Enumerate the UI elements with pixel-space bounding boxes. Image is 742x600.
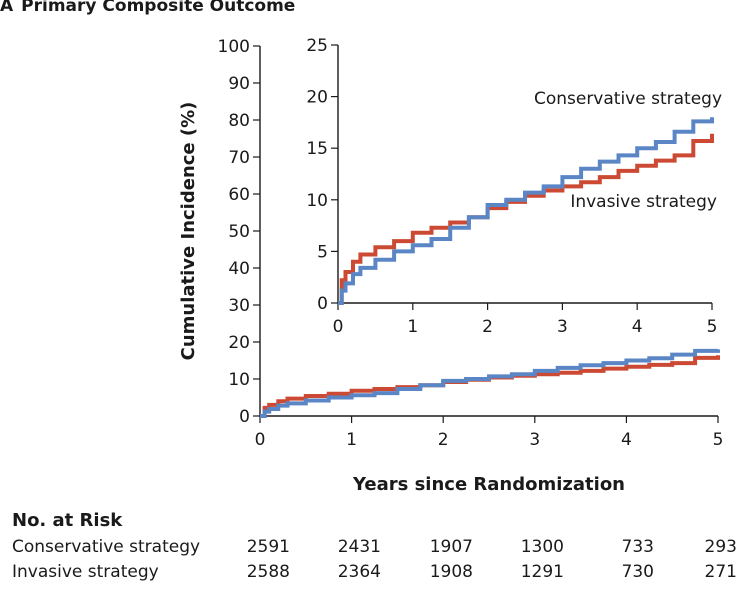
main-y-tick-label: 20 [228,333,250,353]
inset-y-tick-label: 10 [306,191,328,211]
risk-row-label: Conservative strategy [12,537,201,557]
risk-value: 1907 [429,537,473,557]
panel-title: A Primary Composite Outcome [0,0,295,16]
risk-value: 293 [704,537,737,557]
risk-row-conservative: Conservative strategy 2591 2431 1907 130… [12,537,737,562]
risk-value: 2588 [246,562,290,582]
inset-x-tick-label: 0 [333,317,344,337]
inset-x-tick-label: 5 [707,317,718,337]
main-x-tick-label: 1 [346,430,357,450]
risk-value: 1291 [520,562,564,582]
panel-title-text: Primary Composite Outcome [21,0,296,16]
main-y-tick-label: 50 [228,222,250,242]
main-y-tick-label: 80 [228,111,250,131]
risk-table: No. at Risk Conservative strategy 2591 2… [12,510,737,587]
inset-y-tick-label: 15 [306,139,328,159]
main-y-tick-label: 10 [228,370,250,390]
main-x-tick-label: 3 [529,430,540,450]
label-invasive-strategy: Invasive strategy [570,192,717,212]
risk-value: 2431 [337,537,381,557]
main-y-tick-label: 0 [239,407,250,427]
main-y-tick-label: 70 [228,148,250,168]
inset-series-invasive [338,133,714,305]
main-y-tick-label: 40 [228,259,250,279]
inset-x-tick-label: 2 [482,317,493,337]
main-series-invasive [260,355,720,418]
inset-x-tick-label: 4 [632,317,643,337]
main-y-tick-label: 30 [228,296,250,316]
risk-value: 2364 [337,562,381,582]
main-series-conservative [260,348,720,418]
risk-value: 733 [621,537,654,557]
main-x-tick-label: 0 [255,430,266,450]
main-y-tick-label: 60 [228,185,250,205]
main-x-tick-label: 4 [621,430,632,450]
inset-y-tick-label: 25 [306,36,328,56]
main-y-tick-label: 100 [218,37,250,57]
x-axis-title: Years since Randomization [352,474,625,495]
main-y-tick-label: 90 [228,74,250,94]
inset-y-tick-label: 5 [317,242,328,262]
main-x-tick-label: 5 [713,430,724,450]
risk-value: 1908 [429,562,473,582]
risk-row-invasive: Invasive strategy 2588 2364 1908 1291 73… [12,562,737,587]
label-conservative-strategy: Conservative strategy [534,89,722,109]
main-x-tick-label: 2 [438,430,449,450]
risk-value: 1300 [520,537,564,557]
panel-letter: A [0,0,14,16]
risk-value: 271 [704,562,737,582]
inset-series-conservative [338,117,714,305]
risk-value: 2591 [246,537,290,557]
inset-y-tick-label: 20 [306,88,328,108]
y-axis-title: Cumulative Incidence (%) [178,102,199,361]
risk-value: 730 [621,562,654,582]
inset-x-tick-label: 3 [557,317,568,337]
risk-row-label: Invasive strategy [12,562,159,582]
inset-y-tick-label: 0 [317,294,328,314]
risk-table-heading: No. at Risk [12,510,123,531]
inset-x-tick-label: 1 [407,317,418,337]
